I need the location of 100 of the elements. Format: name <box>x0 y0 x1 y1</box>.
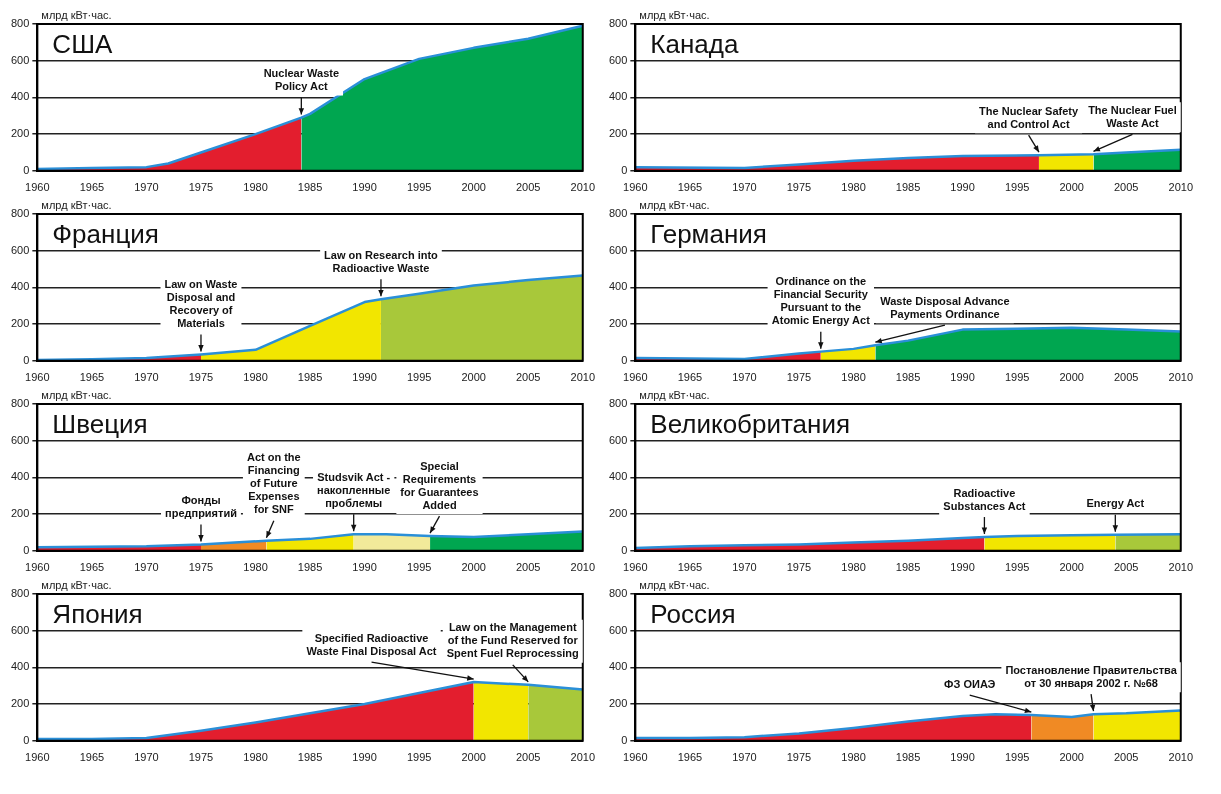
x-tick-label: 1965 <box>79 181 105 194</box>
x-tick-label: 1980 <box>841 371 866 384</box>
chart-title: Германия <box>650 219 767 250</box>
annotation: The Nuclear Safety and Control Act <box>979 104 1080 130</box>
annotation: Act on the Financing of Future Expenses for SNF <box>246 451 301 516</box>
x-tick-label: 1980 <box>243 181 268 194</box>
x-tick-label: 1990 <box>950 181 975 194</box>
x-tick-label: 1990 <box>950 371 975 384</box>
x-tick-label: 1975 <box>188 561 214 574</box>
x-tick-label: 1995 <box>406 371 432 384</box>
annotation: Waste Disposal Advance Payments Ordinance <box>880 294 1010 320</box>
y-tick-label: 800 <box>608 207 628 220</box>
y-tick-label: 0 <box>23 543 30 556</box>
x-tick-label: 2005 <box>515 561 541 574</box>
y-tick-label: 0 <box>23 733 30 746</box>
y-axis-title: млрд кВт·час. <box>639 388 710 401</box>
x-tick-label: 1960 <box>25 561 50 574</box>
annotation: Постановление Правительства от 30 января 2002 г. №68 <box>1005 663 1178 689</box>
y-tick-label: 400 <box>608 470 628 483</box>
x-tick-label: 1985 <box>297 371 323 384</box>
x-tick-label: 1990 <box>352 751 377 764</box>
y-tick-label: 200 <box>10 127 30 140</box>
x-tick-label: 1960 <box>623 751 648 764</box>
x-tick-label: 1960 <box>25 181 50 194</box>
x-tick-label: 2000 <box>461 371 486 384</box>
x-tick-label: 1975 <box>786 181 812 194</box>
x-tick-label: 2005 <box>1113 561 1139 574</box>
x-tick-label: 1995 <box>1004 751 1030 764</box>
x-tick-label: 1985 <box>895 181 921 194</box>
x-tick-label: 1960 <box>25 751 50 764</box>
x-tick-label: 1975 <box>786 751 812 764</box>
chart-title: Япония <box>52 599 143 630</box>
annotation: Ordinance on the Financial Security Pursuant to the Atomic Energy Act <box>771 275 871 327</box>
x-tick-label: 1960 <box>623 561 648 574</box>
y-tick-label: 800 <box>608 587 628 600</box>
x-tick-label: 1970 <box>732 371 757 384</box>
x-tick-label: 1995 <box>1004 181 1030 194</box>
x-tick-label: 2000 <box>461 751 486 764</box>
y-tick-label: 600 <box>608 433 628 446</box>
x-tick-label: 2010 <box>1168 751 1194 764</box>
x-tick-label: 1970 <box>732 561 757 574</box>
annotation: Nuclear Waste Policy Act <box>263 67 340 93</box>
y-tick-label: 0 <box>23 163 30 176</box>
annotation: Radioactive Substances Act <box>943 486 1026 512</box>
y-tick-label: 800 <box>10 397 30 410</box>
x-tick-label: 2000 <box>461 561 486 574</box>
y-tick-label: 800 <box>608 17 628 30</box>
x-tick-label: 1975 <box>786 561 812 574</box>
x-tick-label: 1965 <box>677 181 703 194</box>
x-tick-label: 1990 <box>352 371 377 384</box>
x-tick-label: 2010 <box>570 751 596 764</box>
y-tick-label: 0 <box>621 353 628 366</box>
x-tick-label: 1980 <box>841 181 866 194</box>
y-tick-label: 400 <box>10 660 30 673</box>
x-tick-label: 1980 <box>243 751 268 764</box>
annotation: Law on Waste Disposal and Recovery of Materials <box>164 277 238 329</box>
y-axis-title: млрд кВт·час. <box>41 8 112 21</box>
x-tick-label: 1990 <box>352 561 377 574</box>
x-tick-label: 2005 <box>1113 181 1139 194</box>
y-tick-label: 800 <box>10 587 30 600</box>
y-tick-label: 200 <box>608 127 628 140</box>
x-tick-label: 1985 <box>297 561 323 574</box>
x-tick-label: 1960 <box>623 181 648 194</box>
y-tick-label: 600 <box>608 53 628 66</box>
chart-title: Канада <box>650 29 739 60</box>
x-tick-label: 1995 <box>1004 371 1030 384</box>
y-axis-title: млрд кВт·час. <box>41 198 112 211</box>
y-tick-label: 600 <box>608 243 628 256</box>
annotation: Special Requirements for Guarantees Added <box>400 459 479 511</box>
y-tick-label: 200 <box>608 507 628 520</box>
x-tick-label: 2000 <box>1059 751 1084 764</box>
y-axis-title: млрд кВт·час. <box>41 578 112 591</box>
annotation: The Nuclear Fuel Waste Act <box>1088 103 1177 129</box>
x-tick-label: 1975 <box>188 751 214 764</box>
x-tick-label: 1970 <box>732 181 757 194</box>
x-tick-label: 1985 <box>297 181 323 194</box>
y-tick-label: 0 <box>621 163 628 176</box>
annotation: Фонды предприятий <box>165 493 237 519</box>
x-tick-label: 1980 <box>243 561 268 574</box>
x-tick-label: 2010 <box>570 371 596 384</box>
x-tick-label: 1975 <box>188 181 214 194</box>
y-tick-label: 400 <box>608 90 628 103</box>
y-tick-label: 200 <box>608 697 628 710</box>
chart-title: Россия <box>650 599 736 630</box>
y-axis-title: млрд кВт·час. <box>639 578 710 591</box>
x-tick-label: 1995 <box>406 561 432 574</box>
y-tick-label: 400 <box>608 660 628 673</box>
x-tick-label: 1965 <box>79 561 105 574</box>
annotation: Studsvik Act - накопленные проблемы <box>317 470 391 509</box>
x-tick-label: 1960 <box>623 371 648 384</box>
annotation: Energy Act <box>1086 497 1145 510</box>
x-tick-label: 1970 <box>134 561 159 574</box>
x-tick-label: 1980 <box>841 751 866 764</box>
x-tick-label: 1980 <box>841 561 866 574</box>
y-tick-label: 600 <box>10 433 30 446</box>
x-tick-label: 2010 <box>1168 181 1194 194</box>
y-tick-label: 200 <box>10 697 30 710</box>
x-tick-label: 1995 <box>1004 561 1030 574</box>
x-tick-label: 1960 <box>25 371 50 384</box>
x-tick-label: 1970 <box>134 181 159 194</box>
